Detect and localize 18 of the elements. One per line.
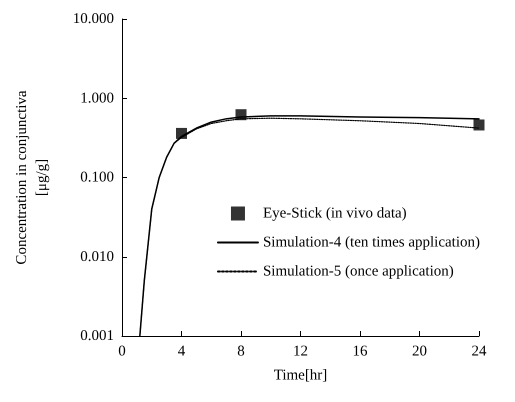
legend-label: Simulation-4 (ten times application) <box>262 234 480 250</box>
x-tick-label: 20 <box>412 344 427 360</box>
x-tick-label: 0 <box>118 344 126 360</box>
x-axis-title: Time[hr] <box>274 368 328 384</box>
y-tick-label: 10.000 <box>72 11 114 27</box>
y-tick-label: 1.000 <box>80 90 114 106</box>
y-tick-label: 0.100 <box>80 170 114 186</box>
point <box>474 119 484 130</box>
x-tick-label: 24 <box>472 344 487 360</box>
x-tick-label: 12 <box>293 344 308 360</box>
y-tick-label: 0.010 <box>80 248 114 265</box>
y-tick-label: 0.001 <box>80 328 114 344</box>
x-tick-label: 4 <box>178 344 186 360</box>
x-tick-label: 8 <box>237 344 245 360</box>
x-tick-label: 16 <box>352 344 368 360</box>
y-axis-title: Concentration in conjunctiva [μg/g] <box>14 90 50 265</box>
legend-label: Simulation-5 (once application) <box>262 264 454 280</box>
legend-label: Eye-Stick (in vivo data) <box>262 206 407 222</box>
